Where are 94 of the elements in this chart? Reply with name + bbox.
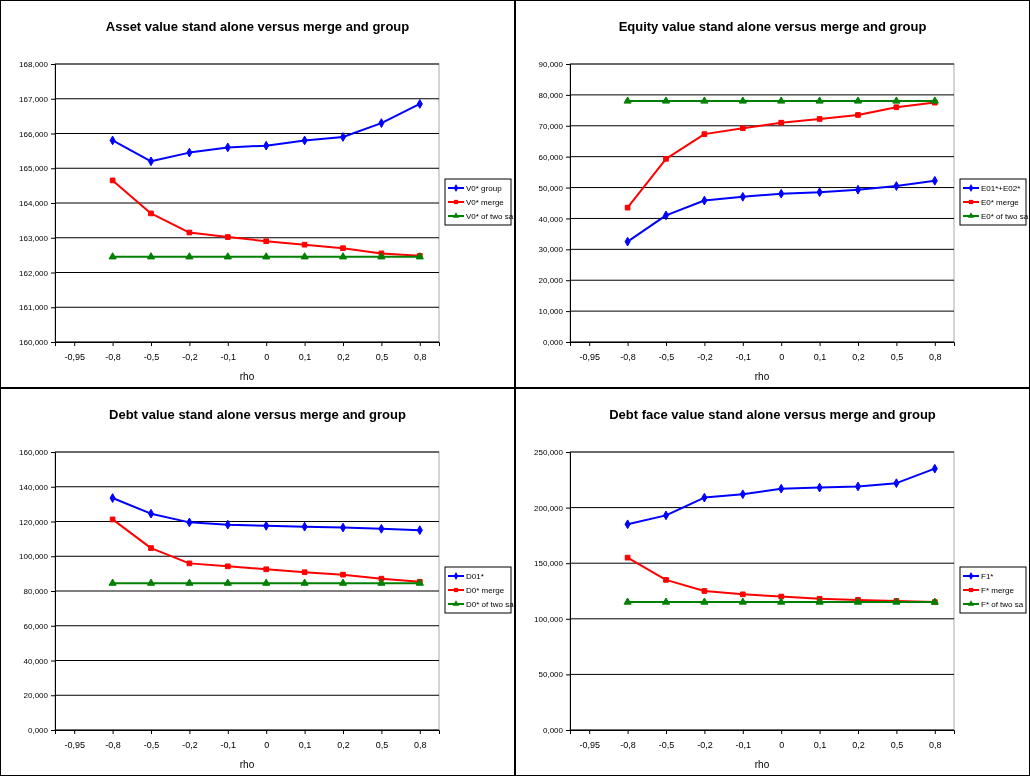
x-tick-label: 0 — [264, 351, 270, 362]
y-tick-label: 50,000 — [538, 670, 564, 680]
x-tick-label: 0,5 — [890, 351, 904, 362]
legend-label: E0* of two sa — [981, 212, 1029, 221]
legend-label: V0* merge — [466, 198, 505, 207]
x-tick-label: -0,95 — [64, 351, 85, 362]
legend-label: V0* of two sa — [466, 212, 514, 221]
y-tick-label: 167,000 — [19, 94, 49, 104]
legend-label: D0* merge — [466, 586, 505, 595]
x-tick-label: 0,1 — [298, 739, 312, 750]
y-tick-label: 50,000 — [538, 183, 564, 193]
chart-title: Equity value stand alone versus merge and group — [618, 19, 927, 34]
x-tick-label: 0,5 — [375, 351, 389, 362]
y-tick-label: 100,000 — [19, 552, 49, 562]
y-tick-label: 0,000 — [27, 726, 49, 736]
x-tick-label: 0,1 — [813, 351, 827, 362]
x-tick-label: -0,8 — [105, 351, 121, 362]
y-tick-label: 30,000 — [538, 245, 564, 255]
x-tick-label: 0,5 — [375, 739, 389, 750]
legend-label: V0* group — [466, 184, 503, 193]
x-tick-label: -0,1 — [220, 351, 237, 362]
x-tick-label: 0,2 — [852, 739, 865, 750]
y-tick-label: 80,000 — [23, 587, 49, 597]
x-tick-label: -0,1 — [735, 739, 752, 750]
chart-title: Debt face value stand alone versus merge and group — [609, 407, 936, 422]
x-tick-label: 0,8 — [929, 739, 942, 750]
y-tick-label: 161,000 — [19, 303, 49, 313]
x-axis-title: rho — [754, 759, 770, 770]
y-tick-label: 0,000 — [542, 726, 564, 736]
x-tick-label: -0,8 — [620, 351, 636, 362]
x-tick-label: 0,1 — [298, 351, 312, 362]
y-tick-label: 165,000 — [19, 164, 49, 174]
y-tick-label: 40,000 — [23, 656, 49, 666]
x-tick-label: -0,1 — [735, 351, 752, 362]
x-tick-label: -0,8 — [620, 739, 636, 750]
y-tick-label: 140,000 — [19, 482, 49, 492]
y-tick-label: 60,000 — [538, 152, 564, 162]
y-tick-label: 70,000 — [538, 121, 564, 131]
x-tick-label: 0 — [779, 351, 785, 362]
x-tick-label: -0,8 — [105, 739, 121, 750]
y-tick-label: 60,000 — [23, 621, 49, 631]
x-tick-label: -0,2 — [697, 739, 713, 750]
y-tick-label: 20,000 — [538, 276, 564, 286]
x-axis-title: rho — [754, 371, 770, 382]
y-tick-label: 0,000 — [542, 338, 564, 348]
y-tick-label: 120,000 — [19, 517, 49, 527]
legend-label: F* of two sa — [981, 600, 1024, 609]
x-tick-label: 0,8 — [929, 351, 942, 362]
x-tick-label: -0,2 — [182, 739, 198, 750]
y-tick-label: 168,000 — [19, 60, 49, 70]
legend-label: E0* merge — [981, 198, 1020, 207]
legend-label: D01* — [466, 572, 484, 581]
x-tick-label: 0,5 — [890, 739, 904, 750]
x-tick-label: -0,5 — [658, 739, 675, 750]
y-tick-label: 166,000 — [19, 129, 49, 139]
x-tick-label: -0,5 — [143, 739, 160, 750]
y-tick-label: 80,000 — [538, 90, 564, 100]
y-tick-label: 163,000 — [19, 233, 49, 243]
x-tick-label: 0,8 — [414, 739, 427, 750]
x-tick-label: -0,5 — [658, 351, 675, 362]
y-tick-label: 20,000 — [23, 691, 49, 701]
x-tick-label: -0,95 — [579, 351, 600, 362]
x-tick-label: -0,95 — [579, 739, 600, 750]
y-tick-label: 90,000 — [538, 60, 564, 70]
y-tick-label: 164,000 — [19, 199, 49, 209]
y-tick-label: 200,000 — [534, 503, 564, 513]
y-tick-label: 160,000 — [19, 448, 49, 458]
x-tick-label: 0,2 — [337, 351, 350, 362]
y-tick-label: 100,000 — [534, 614, 564, 624]
x-tick-label: 0,8 — [414, 351, 427, 362]
y-tick-label: 10,000 — [538, 307, 564, 317]
y-tick-label: 250,000 — [534, 448, 564, 458]
x-tick-label: 0 — [264, 739, 270, 750]
x-tick-label: 0,1 — [813, 739, 827, 750]
legend-label: D0* of two sa — [466, 600, 515, 609]
y-tick-label: 150,000 — [534, 559, 564, 569]
y-tick-label: 40,000 — [538, 214, 564, 224]
chart-title: Debt value stand alone versus merge and group — [109, 407, 407, 422]
x-tick-label: -0,1 — [220, 739, 237, 750]
x-tick-label: -0,2 — [182, 351, 198, 362]
y-tick-label: 162,000 — [19, 268, 49, 278]
legend-label: F* merge — [981, 586, 1015, 595]
x-tick-label: 0 — [779, 739, 785, 750]
x-tick-label: -0,2 — [697, 351, 713, 362]
x-axis-title: rho — [239, 759, 255, 770]
x-tick-label: 0,2 — [337, 739, 350, 750]
x-tick-label: 0,2 — [852, 351, 865, 362]
y-tick-label: 160,000 — [19, 338, 49, 348]
legend-label: E01*+E02* — [981, 184, 1021, 193]
x-tick-label: -0,5 — [143, 351, 160, 362]
x-axis-title: rho — [239, 371, 255, 382]
legend-label: F1* — [981, 572, 994, 581]
chart-title: Asset value stand alone versus merge and group — [105, 19, 410, 34]
x-tick-label: -0,95 — [64, 739, 85, 750]
